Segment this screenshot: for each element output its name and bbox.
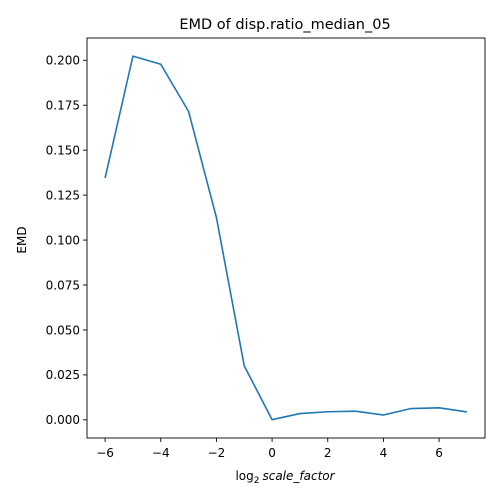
y-tick-label: 0.150	[46, 143, 80, 157]
x-tick-label: −4	[152, 446, 170, 460]
x-axis-label-subscript: 2	[254, 476, 260, 486]
y-axis-label: EMD	[15, 226, 29, 253]
y-tick-label: 0.050	[46, 323, 80, 337]
x-axis: −6 −4 −2 0 2 4 6	[96, 438, 443, 460]
x-tick-label: 2	[324, 446, 332, 460]
y-tick-label: 0.175	[46, 99, 80, 113]
x-axis-label: log2 scale_factor	[235, 469, 335, 486]
x-tick-label: −6	[96, 446, 114, 460]
x-tick-label: 0	[268, 446, 276, 460]
y-tick-label: 0.200	[46, 54, 80, 68]
x-tick-label: −2	[208, 446, 226, 460]
series-layer	[104, 55, 468, 421]
x-axis-label-prefix: log	[235, 469, 253, 483]
x-axis-label-variable: scale_factor	[262, 469, 335, 483]
y-tick-label: 0.000	[46, 413, 80, 427]
plot-frame	[86, 37, 486, 439]
y-tick-label: 0.100	[46, 233, 80, 247]
y-tick-label: 0.075	[46, 278, 80, 292]
chart-title: EMD of disp.ratio_median_05	[179, 17, 390, 33]
series-line	[104, 55, 468, 421]
y-tick-label: 0.125	[46, 188, 80, 202]
y-axis: 0.000 0.025 0.050 0.075 0.100 0.125 0.150 0.175…	[46, 54, 87, 427]
x-tick-label: 4	[380, 446, 388, 460]
y-tick-label: 0.025	[46, 368, 80, 382]
x-tick-label: 6	[435, 446, 443, 460]
